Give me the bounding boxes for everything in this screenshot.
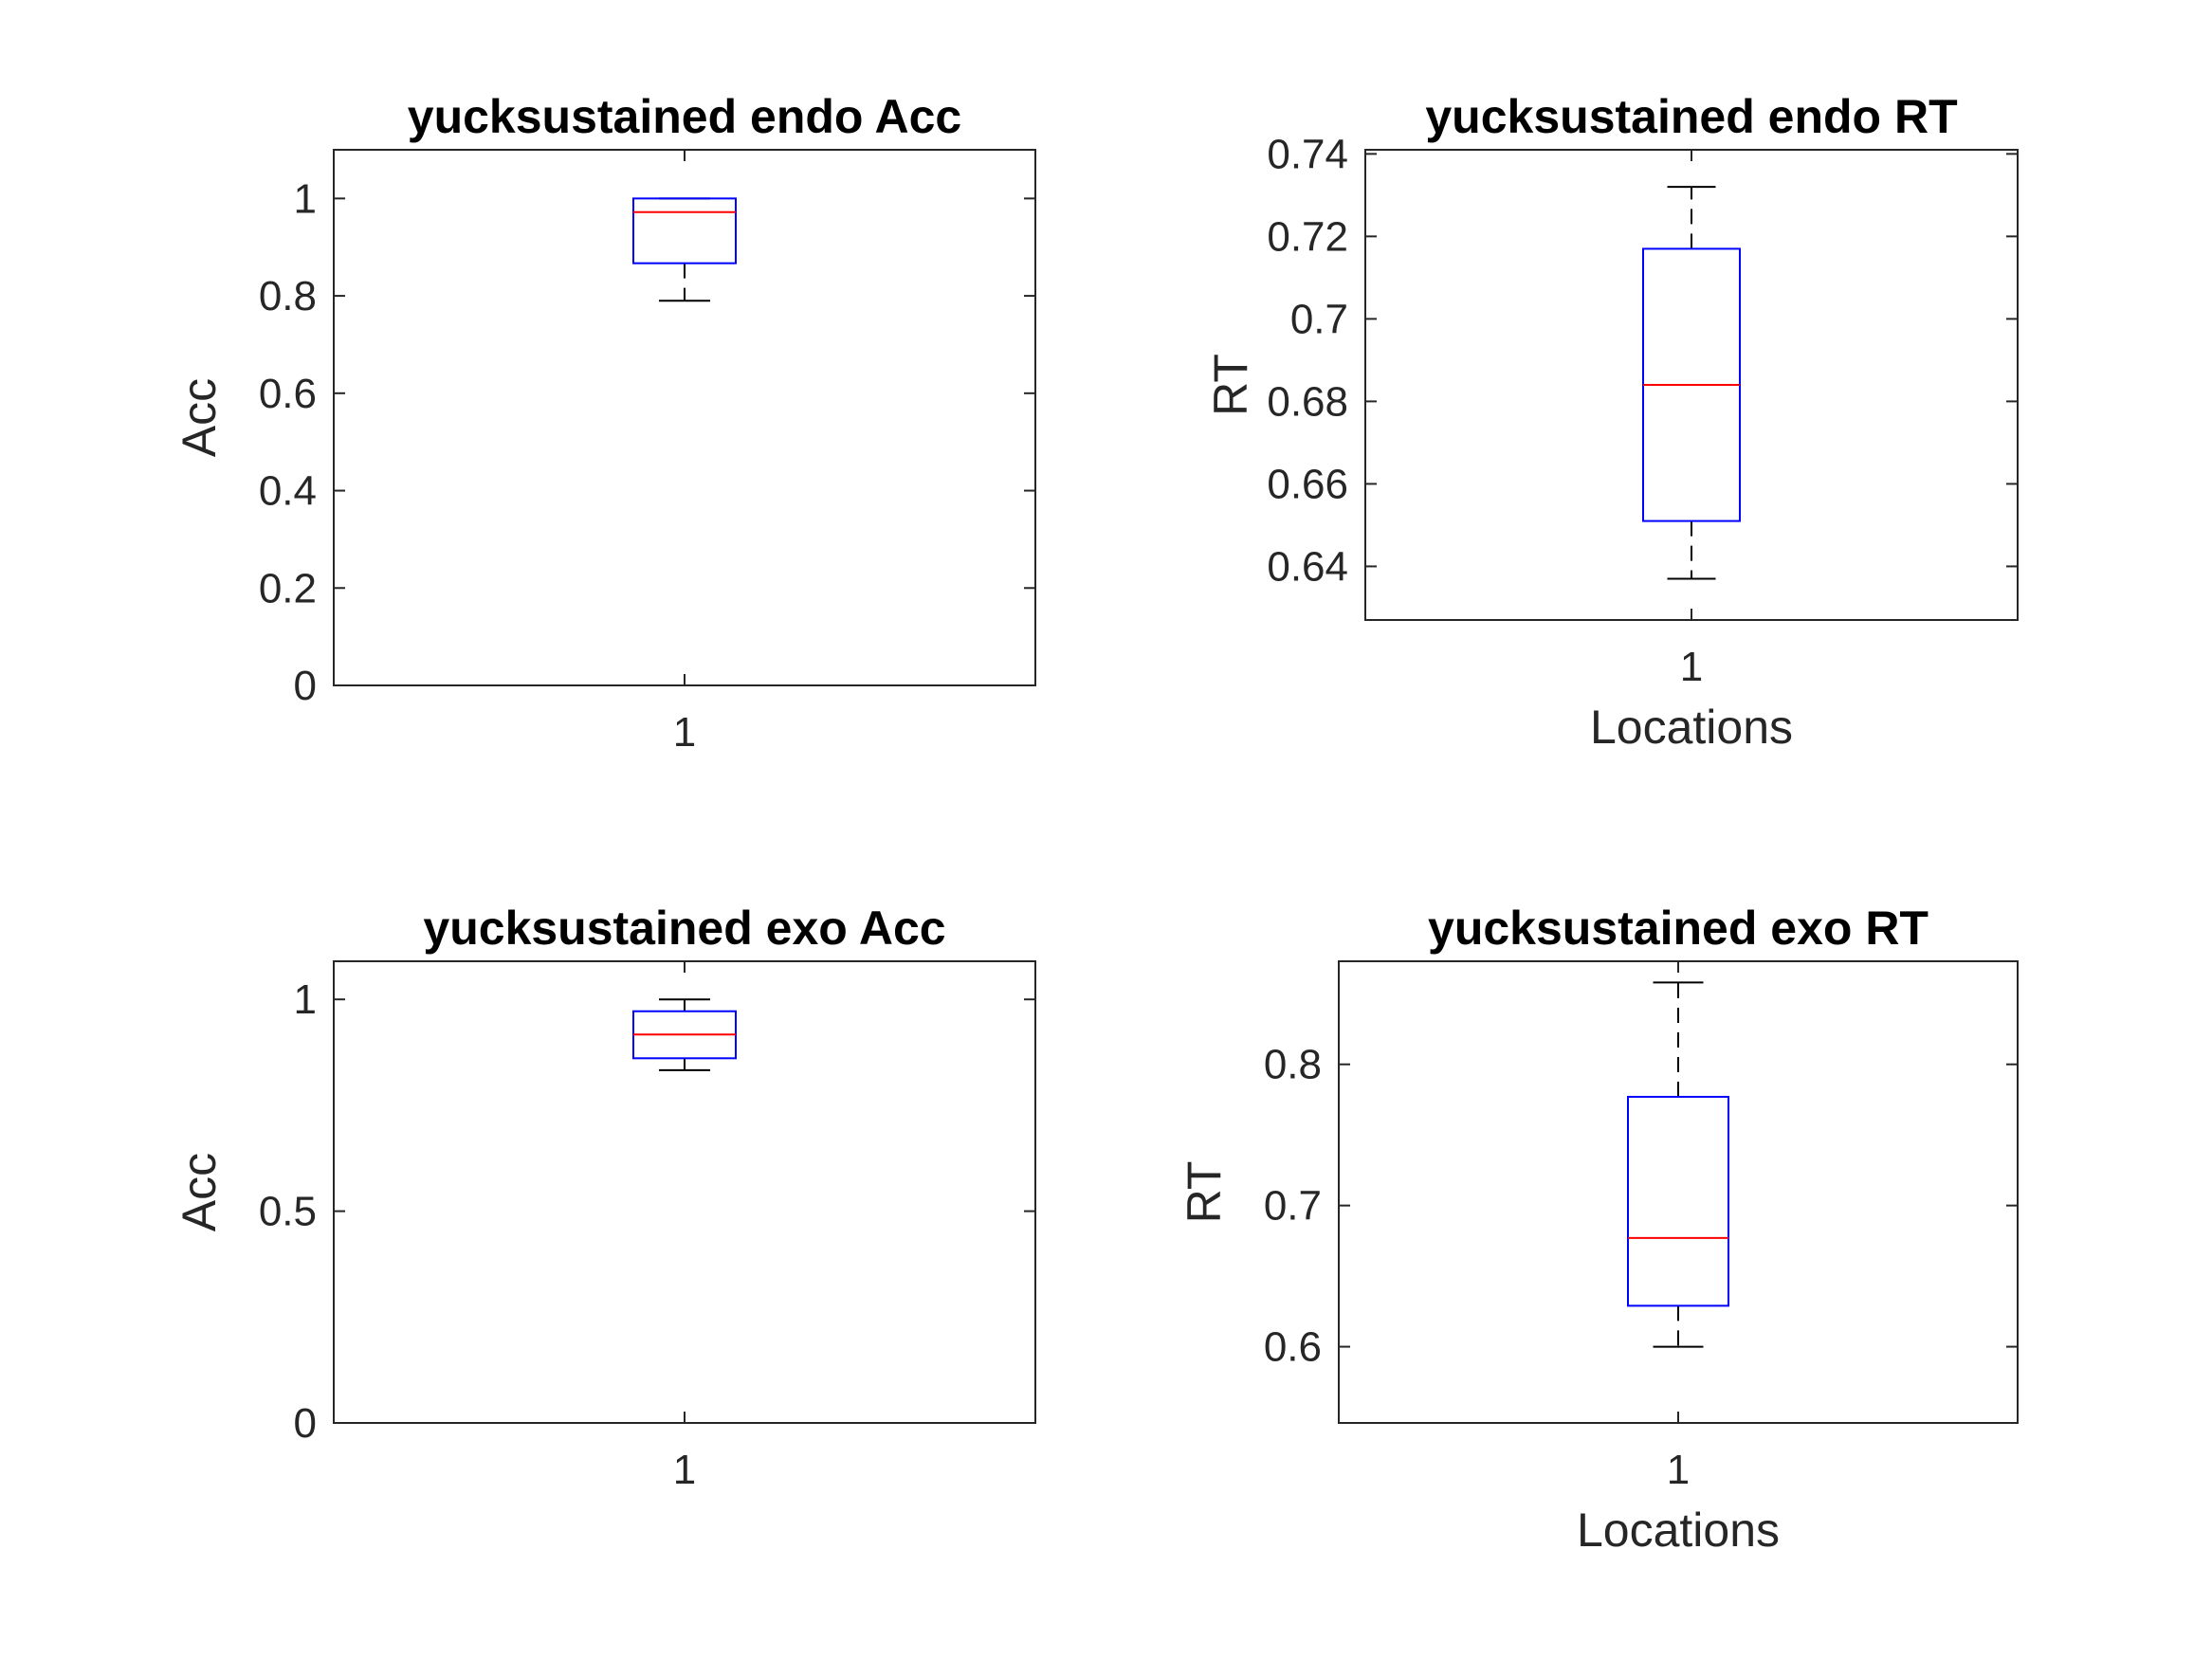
axes-frame <box>1338 960 2019 1424</box>
axes-frame <box>333 149 1036 686</box>
chart-title: yucksustained endo RT <box>1425 90 1957 143</box>
chart-title: yucksustained exo RT <box>1428 902 1929 955</box>
chart-title: yucksustained endo Acc <box>408 90 961 143</box>
y-tick-label: 0.2 <box>259 565 317 611</box>
y-tick-label: 1 <box>294 175 317 222</box>
y-tick-label: 0.8 <box>259 273 317 319</box>
y-tick-label: 0.6 <box>1264 1324 1322 1371</box>
chart-panel-3: 0 0.5 1 1 yucksustained exo Acc Acc <box>173 902 1036 1493</box>
x-tick-label: 1 <box>673 709 696 756</box>
axes-frame <box>333 960 1036 1424</box>
y-tick-label: 0.66 <box>1267 461 1348 507</box>
y-tick-label: 1 <box>294 976 317 1023</box>
y-axis-label: RT <box>1178 1161 1231 1224</box>
y-tick-label: 0.64 <box>1267 543 1348 590</box>
box-iqr <box>632 197 737 264</box>
x-axis-label: Locations <box>1590 701 1793 754</box>
y-tick-label: 0.7 <box>1290 296 1348 342</box>
y-tick-label: 0.72 <box>1267 213 1348 260</box>
y-tick-label: 0.5 <box>259 1189 317 1235</box>
x-tick-label: 1 <box>1667 1447 1690 1493</box>
y-axis-label: Acc <box>173 1153 226 1231</box>
chart-title: yucksustained exo Acc <box>423 902 945 955</box>
y-tick-label: 0 <box>294 1400 317 1447</box>
chart-panel-2: 0.64 0.66 0.68 0.7 0.72 0.74 1 yucksustained en… <box>1204 90 2019 754</box>
chart-panel-1: 0 0.2 0.4 0.6 0.8 1 1 yucksustained endo Acc Acc <box>173 90 1036 756</box>
y-tick-label: 0.74 <box>1267 131 1348 177</box>
y-tick-label: 0.68 <box>1267 378 1348 425</box>
y-tick-label: 0.7 <box>1264 1183 1322 1230</box>
y-tick-label: 0.8 <box>1264 1042 1322 1088</box>
y-axis-label: Acc <box>173 378 226 457</box>
box-iqr <box>1627 1095 1729 1307</box>
y-tick-label: 0.6 <box>259 371 317 417</box>
y-axis-label: RT <box>1204 354 1257 416</box>
x-tick-label: 1 <box>1680 644 1703 690</box>
chart-panel-4: 0.6 0.7 0.8 1 yucksustained exo RT RT Location… <box>1178 902 2019 1557</box>
x-axis-label: Locations <box>1577 1504 1780 1557</box>
y-tick-label: 0 <box>294 663 317 709</box>
x-tick-label: 1 <box>673 1447 696 1493</box>
y-tick-label: 0.4 <box>259 468 317 515</box>
